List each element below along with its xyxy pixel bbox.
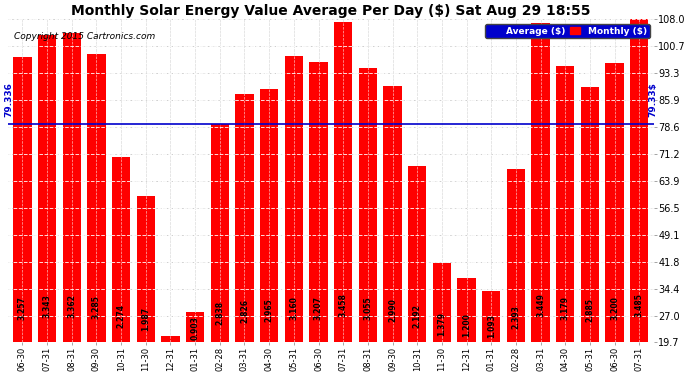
Text: 79.336: 79.336	[4, 82, 13, 117]
Bar	[235, 94, 254, 375]
Text: 3.207: 3.207	[314, 296, 323, 320]
Bar	[161, 336, 179, 375]
Text: 3.055: 3.055	[364, 297, 373, 321]
Text: 2.885: 2.885	[585, 298, 594, 322]
Text: 3.179: 3.179	[561, 296, 570, 320]
Text: 2.274: 2.274	[117, 303, 126, 327]
Text: 1.987: 1.987	[141, 307, 150, 331]
Text: 1.200: 1.200	[462, 314, 471, 337]
Bar	[87, 54, 106, 375]
Text: 2.192: 2.192	[413, 304, 422, 328]
Text: 2.990: 2.990	[388, 298, 397, 322]
Text: 2.965: 2.965	[265, 298, 274, 322]
Text: 3.285: 3.285	[92, 296, 101, 320]
Text: 2.393: 2.393	[511, 305, 520, 328]
Bar	[581, 87, 599, 375]
Text: 1.093: 1.093	[486, 314, 495, 338]
Text: 3.343: 3.343	[43, 294, 52, 318]
Bar	[531, 23, 550, 375]
Title: Monthly Solar Energy Value Average Per Day ($) Sat Aug 29 18:55: Monthly Solar Energy Value Average Per D…	[71, 4, 591, 18]
Bar	[433, 263, 451, 375]
Bar	[506, 170, 525, 375]
Bar	[457, 278, 476, 375]
Bar	[260, 89, 279, 375]
Text: 3.257: 3.257	[18, 296, 27, 320]
Bar	[605, 63, 624, 375]
Bar	[309, 63, 328, 375]
Text: 3.362: 3.362	[68, 294, 77, 318]
Bar	[482, 291, 500, 375]
Text: 0.903: 0.903	[190, 316, 199, 340]
Text: 3.485: 3.485	[635, 292, 644, 316]
Text: 3.458: 3.458	[339, 293, 348, 317]
Bar	[13, 57, 32, 375]
Legend: Average ($), Monthly ($): Average ($), Monthly ($)	[485, 24, 649, 38]
Bar	[334, 22, 353, 375]
Text: Copyright 2015 Cartronics.com: Copyright 2015 Cartronics.com	[14, 32, 155, 41]
Bar	[408, 166, 426, 375]
Bar	[630, 19, 649, 375]
Text: 3.200: 3.200	[610, 296, 619, 320]
Text: 3.160: 3.160	[289, 296, 298, 320]
Text: 2.826: 2.826	[240, 298, 249, 322]
Bar	[186, 312, 204, 375]
Bar	[210, 124, 229, 375]
Text: 3.449: 3.449	[536, 293, 545, 317]
Bar	[137, 196, 155, 375]
Bar	[383, 86, 402, 375]
Bar	[112, 157, 130, 375]
Text: 1.379: 1.379	[437, 312, 446, 336]
Bar	[359, 68, 377, 375]
Bar	[63, 33, 81, 375]
Bar	[556, 66, 575, 375]
Bar	[284, 56, 303, 375]
Text: 2.838: 2.838	[215, 301, 224, 325]
Text: 79.33$: 79.33$	[649, 82, 658, 117]
Bar	[38, 35, 57, 375]
